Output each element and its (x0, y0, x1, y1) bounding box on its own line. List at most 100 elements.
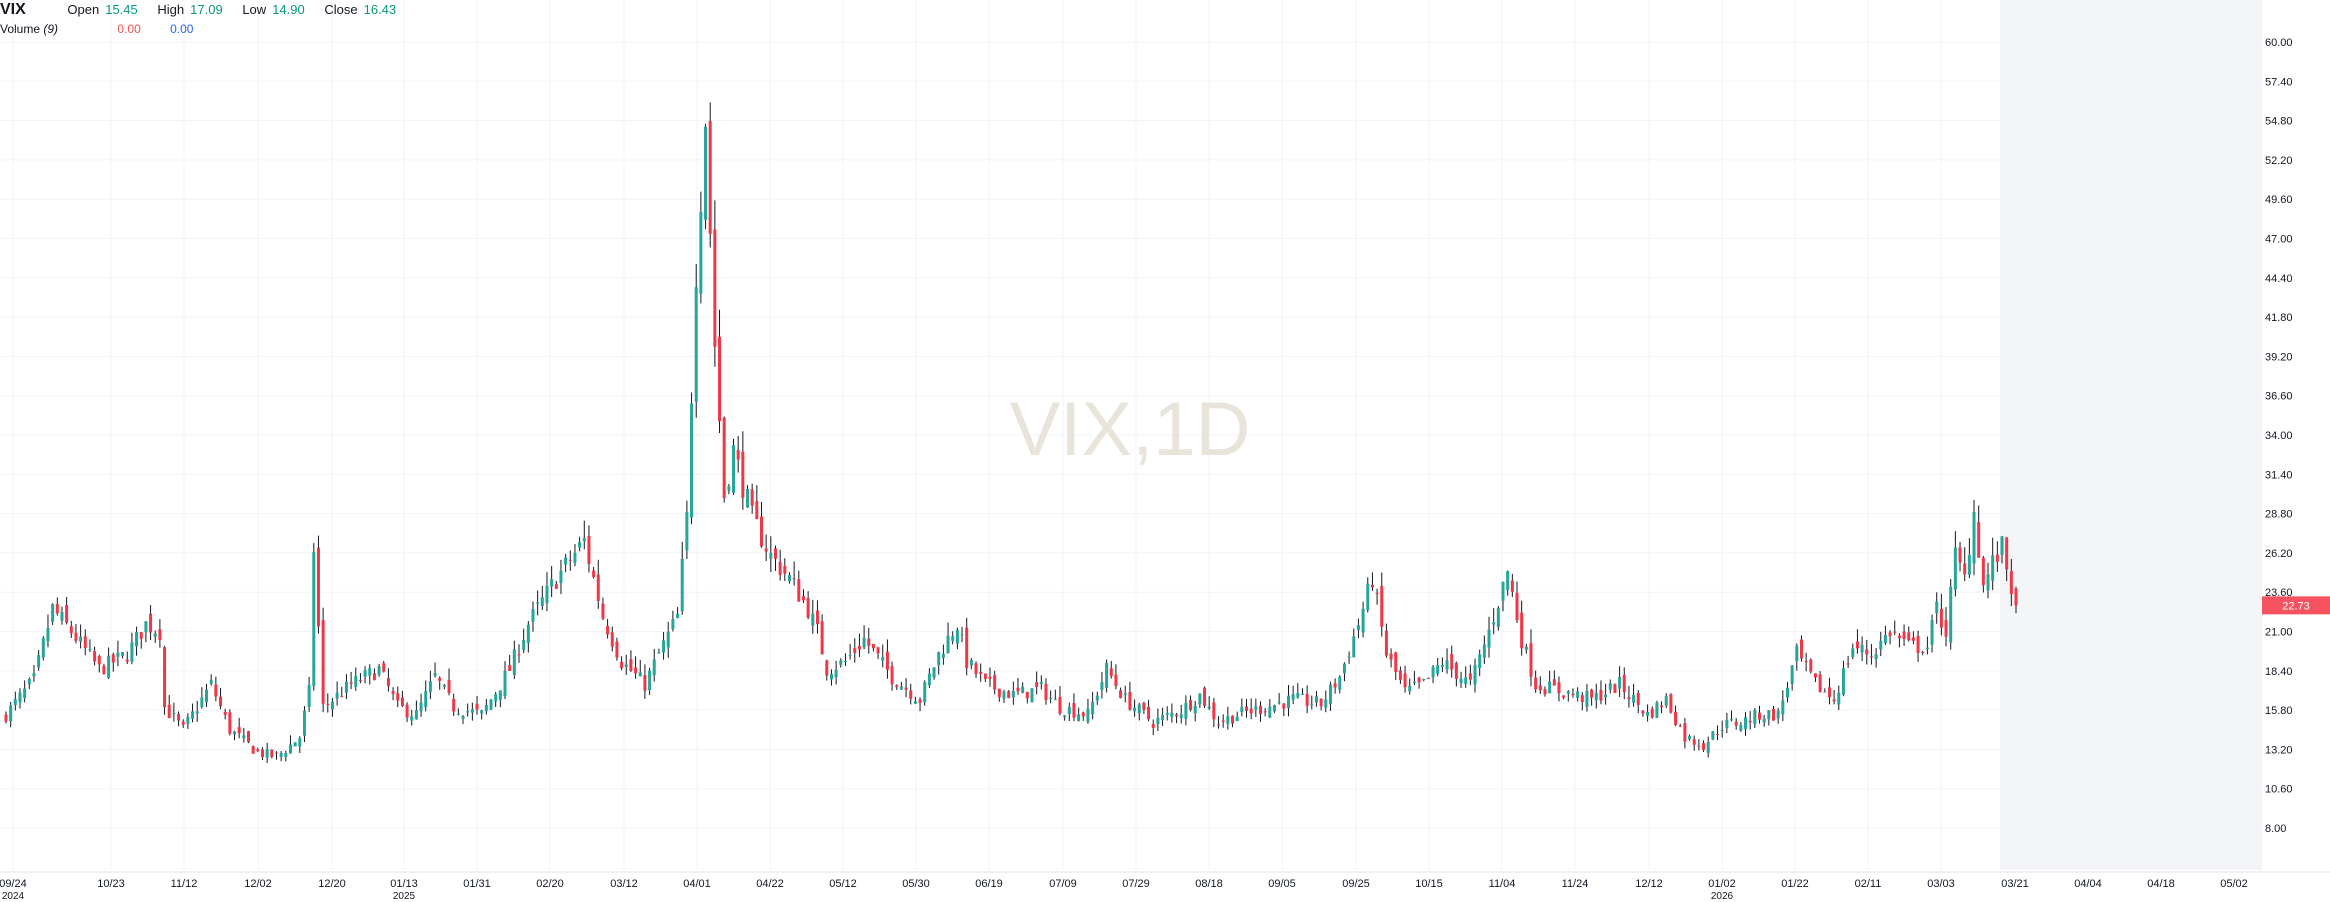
volume-label[interactable]: Volume (0, 22, 41, 36)
candle (1394, 651, 1398, 681)
y-tick-label: 52.20 (2265, 155, 2293, 167)
candle-body (839, 660, 843, 665)
y-tick-label: 44.40 (2265, 273, 2293, 285)
x-tick-label: 03/12 (610, 878, 638, 890)
candle-body (1753, 709, 1757, 725)
x-tick-label: 07/29 (1122, 878, 1150, 890)
candle-body (1268, 706, 1272, 718)
candle (284, 750, 288, 762)
x-tick-label: 09/25 (1342, 878, 1370, 890)
candle (736, 435, 740, 473)
candle (727, 483, 731, 495)
candle-body (871, 644, 875, 649)
candle-body (1725, 719, 1729, 729)
candle-body (755, 501, 759, 520)
candle-body (1473, 664, 1477, 685)
candle-body (997, 688, 1001, 698)
candle-body (1809, 659, 1813, 672)
candle-body (648, 670, 652, 691)
candle (610, 626, 614, 652)
candle (498, 690, 502, 708)
candle-body (242, 735, 246, 739)
candle-body (191, 711, 195, 719)
candle (1851, 643, 1855, 660)
candle (601, 597, 605, 621)
candle (694, 263, 698, 418)
candle-body (1207, 706, 1211, 709)
candle-body (107, 655, 111, 678)
candle (1841, 660, 1845, 697)
candle (302, 706, 306, 743)
candle-body (149, 613, 153, 633)
candle (219, 687, 223, 710)
candle-body (1781, 700, 1785, 715)
candle-body (1716, 734, 1720, 736)
candle (1762, 715, 1766, 727)
candle-body (167, 704, 171, 718)
y-tick-label: 34.00 (2265, 430, 2293, 442)
candle-body (1688, 736, 1692, 740)
candle-body (1953, 547, 1957, 590)
candle (1506, 570, 1510, 596)
candle-body (46, 627, 50, 642)
candle-body (1058, 697, 1062, 714)
candle (111, 652, 115, 672)
candle (741, 431, 745, 510)
candle-body (1650, 708, 1654, 718)
candle (1450, 645, 1454, 678)
candle (274, 751, 278, 760)
candle (1888, 630, 1892, 645)
candle (652, 648, 656, 682)
candle-body (163, 647, 167, 708)
candle-body (1384, 630, 1388, 656)
candle (1473, 658, 1477, 693)
candle-body (247, 731, 251, 743)
candle-body (1011, 690, 1015, 698)
candle (1398, 666, 1402, 684)
candle (1995, 541, 1999, 572)
candle (1930, 614, 1934, 653)
candle-body (676, 613, 680, 619)
candle-body (32, 673, 36, 677)
candle-body (1030, 688, 1034, 703)
candle (121, 651, 125, 659)
candle-body (848, 655, 852, 657)
x-tick-label: 03/03 (1927, 878, 1955, 890)
y-tick-label: 39.20 (2265, 351, 2293, 363)
candle (1137, 702, 1141, 721)
symbol-name[interactable]: VIX (0, 1, 26, 18)
candle-body (624, 664, 628, 668)
candle-body (316, 547, 320, 627)
price-axis[interactable]: 60.00 57.40 54.80 52.20 49.60 47.00 44.40 41.80… (2265, 37, 2293, 835)
candle (97, 654, 101, 673)
candle (461, 715, 465, 724)
candle (1053, 689, 1057, 701)
candle-body (1398, 670, 1402, 680)
candle-body (1338, 676, 1342, 690)
candle (1655, 700, 1659, 719)
candle-body (219, 696, 223, 707)
candle (769, 536, 773, 573)
x-tick-label: 05/12 (829, 878, 857, 890)
candle (1520, 600, 1524, 656)
candle (1161, 707, 1165, 726)
candle-body (843, 660, 847, 662)
candle-body (1203, 687, 1207, 707)
candle-body (1361, 608, 1365, 633)
y-tick-label: 60.00 (2265, 37, 2293, 49)
candle (704, 123, 708, 230)
volume-value-1: 0.00 (117, 22, 141, 36)
candle-body (629, 659, 633, 671)
candle (1342, 662, 1346, 682)
y-tick-label: 54.80 (2265, 116, 2293, 128)
candle-body (470, 709, 474, 713)
x-tick-label: 04/22 (756, 878, 784, 890)
candle (629, 650, 633, 673)
candle-body (1674, 711, 1678, 725)
candle-body (1538, 685, 1542, 691)
candle (983, 673, 987, 683)
candle-body (1529, 643, 1533, 677)
candle-body (1865, 649, 1869, 655)
candle-body (759, 516, 763, 547)
